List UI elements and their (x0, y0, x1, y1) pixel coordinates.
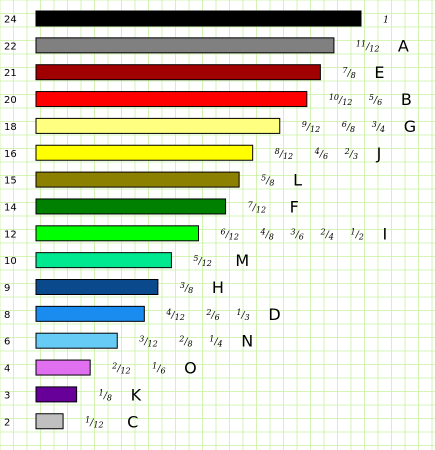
bar-row: 2 1/12 C (4, 412, 138, 431)
fraction-label: 3/6 (291, 227, 304, 241)
bar-value-label: 16 (4, 149, 17, 160)
bar (35, 64, 321, 81)
bar (35, 413, 64, 430)
bar-letter-label: H (212, 278, 224, 297)
fraction-label: 1/3 (236, 308, 249, 322)
bar (35, 117, 281, 134)
bar-value-label: 3 (4, 390, 10, 401)
bar-row: 16 8/12 4/6 2/3 J (4, 144, 381, 163)
bar-letter-label: A (398, 36, 409, 55)
bar-row: 3 1/8 K (4, 385, 142, 404)
bar (35, 386, 78, 403)
bar-letter-label: F (290, 197, 299, 216)
fraction-label: 3/12 (139, 335, 157, 349)
fraction-label: 2/12 (111, 362, 130, 376)
chart-rows: 24 122 11/12 A21 7/8 E20 10/125/6 B18 9/126/83/4… (4, 10, 416, 431)
fraction-label: 11/12 (356, 39, 380, 53)
fraction-label: 6/12 (221, 227, 239, 241)
bar-value-label: 22 (4, 41, 17, 52)
fraction-label: 1 (383, 15, 389, 26)
bar-letter-label: J (376, 144, 382, 163)
bar-value-label: 2 (4, 417, 10, 428)
bar (35, 37, 335, 54)
bar (35, 144, 254, 161)
fraction-label: 1/4 (209, 335, 222, 349)
bar-row: 6 3/12 2/8 1/4 N (4, 332, 253, 351)
bar-value-label: 12 (4, 229, 17, 240)
bar-row: 24 1 (4, 10, 389, 27)
bar-row: 22 11/12 A (4, 36, 409, 55)
fraction-label: 4/12 (165, 308, 184, 322)
bar-row: 18 9/12 6/8 3/4 G (4, 117, 416, 136)
bar-value-label: 10 (4, 256, 17, 267)
bar-letter-label: C (127, 412, 138, 431)
bar-value-label: 21 (4, 68, 17, 79)
bar-letter-label: M (235, 251, 249, 270)
bar-row: 12 6/12 4/8 3/6 2/4 1/2 I (4, 224, 387, 243)
bar (35, 10, 362, 27)
fraction-label: 2/4 (320, 227, 334, 241)
bar-value-label: 15 (4, 176, 17, 187)
bar-letter-label: B (401, 90, 412, 109)
bar-row: 14 7/12 F (4, 197, 299, 216)
fraction-label: 1/6 (152, 362, 165, 376)
bar-row: 20 10/12 5/6 B (4, 90, 412, 109)
fraction-label: 1/12 (85, 415, 103, 429)
bar (35, 225, 199, 242)
bar (35, 91, 308, 108)
fraction-label: 2/3 (344, 147, 358, 161)
fraction-label: 9/12 (302, 120, 320, 134)
fraction-label: 4/6 (314, 147, 328, 161)
fraction-label: 5/6 (369, 93, 382, 107)
bar (35, 171, 240, 188)
bar-letter-label: O (184, 359, 197, 378)
bar-letter-label: G (404, 117, 416, 136)
fraction-label: 7/8 (342, 66, 355, 80)
bar-value-label: 14 (4, 202, 17, 213)
bar-value-label: 18 (4, 122, 17, 133)
bar-letter-label: E (374, 63, 384, 82)
bar-row: 4 2/12 1/6 O (4, 359, 197, 378)
bar-letter-label: I (383, 224, 388, 243)
bar (35, 252, 172, 269)
fraction-label: 3/8 (180, 281, 193, 295)
bar (35, 279, 159, 295)
bar-letter-label: L (293, 171, 302, 190)
fraction-label: 2/8 (178, 335, 192, 349)
bar (35, 359, 91, 376)
bar (35, 305, 145, 322)
fraction-label: 2/6 (205, 308, 219, 322)
bar-row: 15 5/8 L (4, 171, 302, 190)
fraction-label: 8/12 (275, 147, 293, 161)
fraction-label: 7/12 (248, 200, 266, 214)
fraction-label: 5/8 (261, 174, 274, 188)
fraction-label: 1/8 (99, 388, 112, 402)
fraction-label: 5/12 (193, 254, 211, 268)
bar-letter-label: K (131, 385, 142, 404)
fraction-label: 6/8 (342, 120, 355, 134)
bar-value-label: 24 (4, 15, 17, 26)
fraction-label: 4/8 (260, 227, 274, 241)
bar-value-label: 20 (4, 95, 17, 106)
fraction-label: 1/2 (351, 227, 364, 241)
bar-row: 21 7/8 E (4, 63, 384, 82)
bar-row: 10 5/12 M (4, 251, 249, 270)
bar-letter-label: D (268, 305, 280, 324)
bar-row: 8 4/12 2/6 1/3 D (4, 305, 281, 324)
bar-row: 9 3/8 H (4, 278, 224, 297)
bar (35, 332, 118, 349)
bar-value-label: 9 (4, 283, 10, 294)
fraction-label: 10/12 (329, 93, 353, 107)
fraction-label: 3/4 (372, 120, 385, 134)
bar-value-label: 6 (4, 337, 10, 348)
bar-value-label: 4 (4, 364, 10, 375)
bar-value-label: 8 (4, 310, 10, 321)
bar (35, 198, 227, 215)
bar-letter-label: N (241, 332, 253, 351)
